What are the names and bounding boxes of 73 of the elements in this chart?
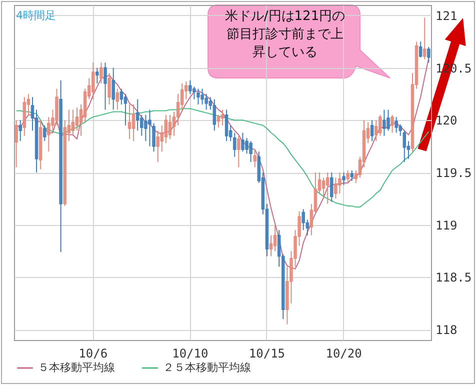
candlestick <box>249 140 252 163</box>
candlestick <box>14 120 18 168</box>
candlestick <box>374 120 378 142</box>
candlestick <box>124 93 128 126</box>
candlestick <box>390 114 394 134</box>
candlestick <box>370 120 374 142</box>
annotation: 米ドル/円は121円の節目打診寸前まで上昇している <box>224 8 346 62</box>
candlestick <box>132 104 136 142</box>
candlestick <box>75 107 79 132</box>
candlestick <box>237 135 240 168</box>
candlestick <box>350 170 354 182</box>
candlestick <box>245 137 248 154</box>
candlestick <box>386 109 390 132</box>
candlestick <box>427 46 430 64</box>
candlestick <box>71 109 75 136</box>
candlestick <box>152 122 156 152</box>
candlestick <box>273 224 277 252</box>
x-tick-label: 10/10 <box>172 346 208 360</box>
candlestick <box>394 116 398 134</box>
candlestick <box>18 120 22 142</box>
candlestick <box>224 109 228 142</box>
y-tick-label: 119.5 <box>436 166 472 180</box>
legend-label: ２５本移動平均線 <box>163 361 251 374</box>
candlestick <box>204 93 208 110</box>
candlestick <box>346 170 350 184</box>
candlestick <box>326 172 330 204</box>
legend-label: ５本移動平均線 <box>38 361 115 374</box>
candlestick <box>136 98 140 132</box>
candlestick <box>112 67 115 110</box>
candlestick <box>176 93 180 126</box>
candlestick <box>322 177 326 200</box>
candlestick <box>200 88 204 105</box>
candlestick <box>418 41 422 58</box>
candlestick <box>423 17 426 60</box>
candlestick <box>220 109 224 126</box>
y-tick-label: 121 <box>436 8 458 23</box>
candlestick <box>116 88 120 110</box>
candlestick <box>342 172 346 186</box>
candlestick <box>398 124 402 136</box>
x-tick-label: 10/20 <box>326 346 362 360</box>
candlestick <box>55 88 58 126</box>
candlestick <box>212 98 216 132</box>
candlestick <box>338 172 342 194</box>
candlestick <box>104 62 107 110</box>
x-tick-label: 10/15 <box>248 346 286 360</box>
candlestick <box>164 114 168 144</box>
candlestick <box>108 72 111 105</box>
candlestick <box>43 124 46 142</box>
candlestick <box>233 132 236 158</box>
candlestick <box>269 234 273 257</box>
candlestick <box>330 172 334 202</box>
candlestick <box>128 104 132 140</box>
candlestick <box>120 88 124 105</box>
x-tick-label: 10/6 <box>78 346 108 360</box>
candlestick <box>196 88 200 105</box>
candlestick <box>168 114 172 140</box>
candlestick <box>302 208 305 231</box>
candlestick <box>156 130 160 163</box>
candlestick <box>241 132 244 152</box>
y-tick-label: 119 <box>436 218 458 232</box>
candlestick <box>378 114 382 136</box>
candlestick <box>92 62 95 100</box>
candlestick <box>148 109 152 147</box>
y-tick-label: 118 <box>436 323 458 338</box>
candlestick <box>253 148 256 168</box>
candlestick <box>216 114 220 128</box>
annotation: 4時間足 <box>16 8 56 23</box>
y-tick-label: 118.5 <box>436 270 472 285</box>
candlestick <box>96 67 99 84</box>
candlestick <box>402 130 406 163</box>
candlestick <box>382 109 386 136</box>
candlestick <box>100 62 103 84</box>
y-tick-label: 120 <box>436 114 458 128</box>
